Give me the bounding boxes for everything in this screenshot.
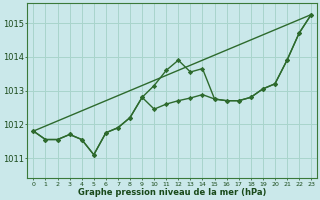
- X-axis label: Graphe pression niveau de la mer (hPa): Graphe pression niveau de la mer (hPa): [78, 188, 267, 197]
